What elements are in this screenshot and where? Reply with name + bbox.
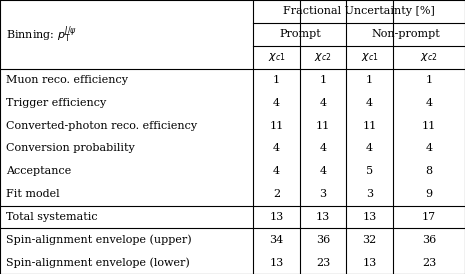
Text: 11: 11 xyxy=(316,121,330,131)
Text: 4: 4 xyxy=(319,143,327,153)
Text: Muon reco. efficiency: Muon reco. efficiency xyxy=(6,75,127,85)
Text: 4: 4 xyxy=(425,98,432,108)
Text: 3: 3 xyxy=(366,189,373,199)
Text: 32: 32 xyxy=(363,235,377,245)
Text: 3: 3 xyxy=(319,189,327,199)
Text: 13: 13 xyxy=(363,212,377,222)
Text: 11: 11 xyxy=(363,121,377,131)
Text: 13: 13 xyxy=(363,258,377,268)
Text: 13: 13 xyxy=(316,212,330,222)
Text: 9: 9 xyxy=(425,189,432,199)
Text: 11: 11 xyxy=(422,121,436,131)
Text: Binning: $p_{\mathrm{T}}^{J/\psi}$: Binning: $p_{\mathrm{T}}^{J/\psi}$ xyxy=(6,24,76,45)
Text: Total systematic: Total systematic xyxy=(6,212,97,222)
Text: 13: 13 xyxy=(270,258,284,268)
Text: Acceptance: Acceptance xyxy=(6,166,71,176)
Text: Trigger efficiency: Trigger efficiency xyxy=(6,98,106,108)
Text: 1: 1 xyxy=(319,75,327,85)
Text: 23: 23 xyxy=(422,258,436,268)
Text: 4: 4 xyxy=(319,166,327,176)
Text: 5: 5 xyxy=(366,166,373,176)
Text: 36: 36 xyxy=(316,235,330,245)
Text: 4: 4 xyxy=(366,143,373,153)
Text: 4: 4 xyxy=(319,98,327,108)
Text: 4: 4 xyxy=(273,143,280,153)
Text: Spin-alignment envelope (upper): Spin-alignment envelope (upper) xyxy=(6,235,191,245)
Text: 4: 4 xyxy=(366,98,373,108)
Text: Fit model: Fit model xyxy=(6,189,59,199)
Text: $\chi_{c1}$: $\chi_{c1}$ xyxy=(361,51,379,63)
Text: 11: 11 xyxy=(270,121,284,131)
Text: 23: 23 xyxy=(316,258,330,268)
Text: 1: 1 xyxy=(366,75,373,85)
Text: 1: 1 xyxy=(425,75,432,85)
Text: Non-prompt: Non-prompt xyxy=(372,29,440,39)
Text: Converted-photon reco. efficiency: Converted-photon reco. efficiency xyxy=(6,121,197,131)
Text: 36: 36 xyxy=(422,235,436,245)
Text: $\chi_{c1}$: $\chi_{c1}$ xyxy=(268,51,286,63)
Text: 8: 8 xyxy=(425,166,432,176)
Text: 34: 34 xyxy=(270,235,284,245)
Text: 4: 4 xyxy=(425,143,432,153)
Text: 4: 4 xyxy=(273,98,280,108)
Text: Prompt: Prompt xyxy=(279,29,321,39)
Text: 13: 13 xyxy=(270,212,284,222)
Text: Spin-alignment envelope (lower): Spin-alignment envelope (lower) xyxy=(6,257,189,268)
Text: Conversion probability: Conversion probability xyxy=(6,143,134,153)
Text: Fractional Uncertainty [%]: Fractional Uncertainty [%] xyxy=(283,6,435,16)
Text: 2: 2 xyxy=(273,189,280,199)
Text: 17: 17 xyxy=(422,212,436,222)
Text: $\chi_{c2}$: $\chi_{c2}$ xyxy=(420,51,438,63)
Text: 4: 4 xyxy=(273,166,280,176)
Text: $\chi_{c2}$: $\chi_{c2}$ xyxy=(314,51,332,63)
Text: 1: 1 xyxy=(273,75,280,85)
